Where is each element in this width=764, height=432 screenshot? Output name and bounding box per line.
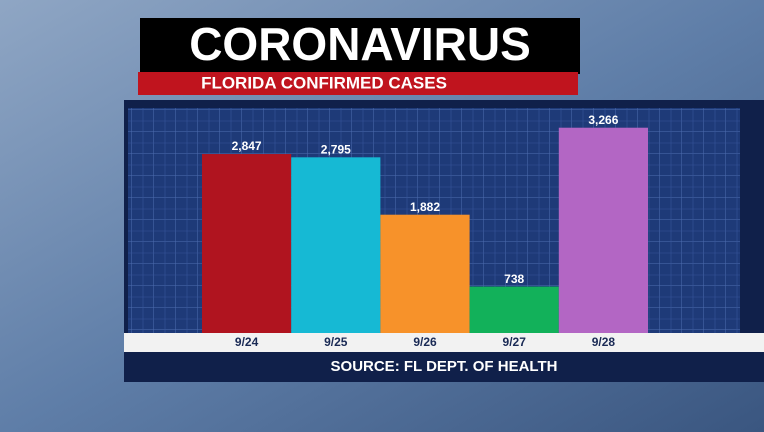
value-label: 3,266 <box>588 113 618 127</box>
bars: 2,847 9/24 2,795 9/25 1,882 9/26 738 9/27 3,266 9… <box>202 113 648 349</box>
x-tick-label: 9/27 <box>503 335 527 349</box>
bar <box>380 214 470 333</box>
x-tick-label: 9/25 <box>324 335 348 349</box>
x-tick-label: 9/24 <box>235 335 259 349</box>
x-tick-label: 9/28 <box>592 335 616 349</box>
bar <box>291 157 381 333</box>
bar <box>469 286 559 333</box>
subtitle-box <box>138 72 578 95</box>
source-note: SOURCE: FL DEPT. OF HEALTH <box>331 358 558 375</box>
category-strip <box>124 333 764 352</box>
chart-title: CORONAVIRUS <box>189 18 531 70</box>
value-label: 2,847 <box>232 139 262 153</box>
bar <box>558 127 648 333</box>
value-label: 1,882 <box>410 200 440 214</box>
bar <box>202 154 292 333</box>
chart-subtitle: FLORIDA CONFIRMED CASES <box>201 73 447 92</box>
value-label: 738 <box>504 272 524 286</box>
value-label: 2,795 <box>321 142 351 156</box>
x-tick-label: 9/26 <box>413 335 437 349</box>
title-box <box>140 18 580 74</box>
